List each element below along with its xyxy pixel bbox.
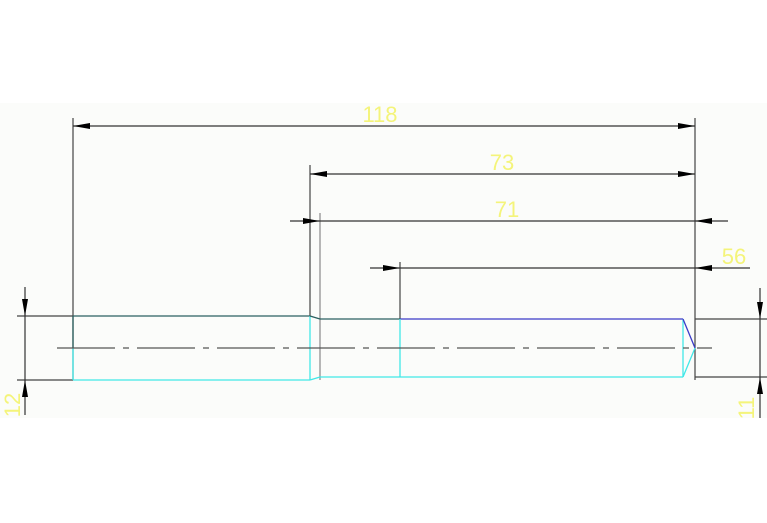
dim-11-text: 11 [734, 397, 759, 420]
dim-56-text: 56 [722, 244, 746, 269]
shaft-outline [72, 315, 696, 381]
drawing-area [0, 103, 767, 418]
dim-73-text: 73 [490, 150, 514, 175]
dimension-lines [22, 123, 763, 418]
dim-12-text: 12 [0, 393, 25, 417]
dim-118-text: 118 [362, 102, 397, 127]
dim-71-text: 71 [495, 197, 519, 222]
